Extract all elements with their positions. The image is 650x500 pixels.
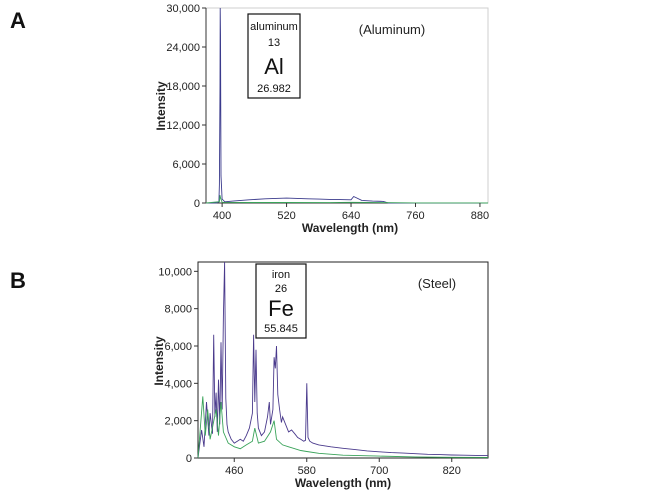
x-tick-label-b-2: 700 bbox=[370, 465, 388, 477]
y-axis-label-b: Intensity bbox=[152, 336, 166, 386]
element-mass-aluminum: 26.982 bbox=[257, 83, 291, 95]
plot-frame-b bbox=[197, 261, 489, 459]
element-symbol-aluminum: Al bbox=[264, 54, 284, 79]
y-tick-label-b-1: 2,000 bbox=[164, 416, 192, 428]
panel-label-b: B bbox=[10, 268, 26, 293]
series-line-b-0 bbox=[197, 261, 489, 459]
x-axis-label-a: Wavelength (nm) bbox=[302, 221, 398, 235]
element-number-aluminum: 13 bbox=[268, 37, 280, 49]
y-tick-label-a-4: 24,000 bbox=[166, 42, 200, 54]
element-box-iron: iron 26 Fe 55.845 bbox=[255, 263, 307, 339]
x-tick-label-a-0: 400 bbox=[213, 210, 231, 222]
y-tick-label-a-5: 30,000 bbox=[166, 3, 200, 15]
element-name-iron: iron bbox=[272, 269, 290, 281]
y-tick-label-a-0: 0 bbox=[194, 198, 200, 210]
x-tick-label-b-1: 580 bbox=[298, 465, 316, 477]
x-tick-label-a-4: 880 bbox=[471, 210, 489, 222]
y-tick-label-a-1: 6,000 bbox=[172, 159, 200, 171]
series-line-a-0 bbox=[206, 7, 488, 204]
annotation-steel: (Steel) bbox=[418, 276, 456, 291]
annotation-aluminum: (Aluminum) bbox=[359, 22, 425, 37]
element-box-aluminum: aluminum 13 Al 26.982 bbox=[247, 13, 301, 99]
y-tick-label-b-5: 10,000 bbox=[158, 266, 192, 278]
y-tick-label-b-4: 8,000 bbox=[164, 304, 192, 316]
y-tick-label-a-3: 18,000 bbox=[166, 81, 200, 93]
element-mass-iron: 55.845 bbox=[264, 323, 298, 335]
y-tick-label-b-2: 4,000 bbox=[164, 378, 192, 390]
y-tick-label-a-2: 12,000 bbox=[166, 120, 200, 132]
y-tick-label-b-0: 0 bbox=[186, 453, 192, 465]
element-name-aluminum: aluminum bbox=[250, 21, 298, 33]
x-tick-label-a-2: 640 bbox=[342, 210, 360, 222]
series-line-b-1 bbox=[197, 396, 489, 459]
x-tick-label-a-3: 760 bbox=[406, 210, 424, 222]
chart-aluminum: 400 520 640 760 880 0 6,000 12,000 18,000 24,000 3… bbox=[154, 3, 489, 235]
element-symbol-iron: Fe bbox=[268, 296, 294, 321]
x-axis-label-b: Wavelength (nm) bbox=[295, 476, 391, 490]
panel-label-a: A bbox=[10, 8, 26, 33]
x-tick-label-a-1: 520 bbox=[277, 210, 295, 222]
chart-steel: 460 580 700 82002,0004,0006,0008,00010,000 … bbox=[152, 261, 489, 490]
y-axis-label-a: Intensity bbox=[154, 81, 168, 131]
series-line-a-1 bbox=[205, 195, 489, 204]
element-number-iron: 26 bbox=[275, 283, 287, 295]
x-tick-label-b-0: 460 bbox=[225, 465, 243, 477]
y-tick-label-b-3: 6,000 bbox=[164, 341, 192, 353]
x-tick-label-b-3: 820 bbox=[443, 465, 461, 477]
